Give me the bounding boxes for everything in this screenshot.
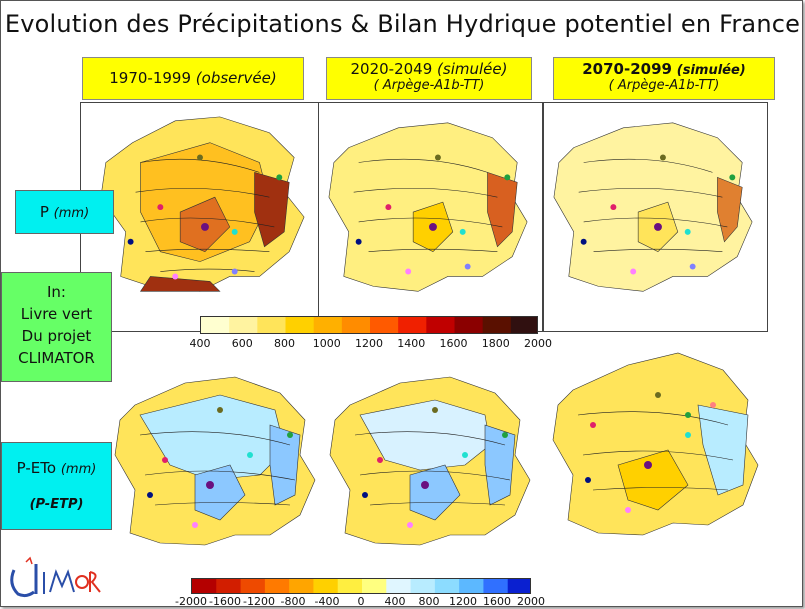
colorbar-balance: -2000 -1600 -1200 -800 -400 0 400 800 1200 1600 20…	[175, 578, 545, 608]
colorbar-swatch	[510, 317, 537, 333]
colorbar-swatch	[289, 579, 314, 593]
header-model: ( Arpège-A1b-TT)	[373, 78, 485, 93]
colorbar-swatch	[285, 317, 315, 333]
colorbar-swatch	[341, 317, 371, 333]
header-note: (simulée)	[437, 60, 508, 78]
map-precip-2070-2099	[543, 102, 768, 332]
france-balance-map	[552, 352, 759, 536]
colorbar-tick-label: 1000	[312, 337, 341, 350]
colorbar-swatch	[398, 317, 427, 333]
row-sublabel: (P-ETP)	[29, 497, 84, 512]
source-box: In: Livre vert Du projet CLIMATOR	[1, 272, 112, 382]
colorbar-gradient	[191, 578, 531, 594]
colorbar-tick-label: 1800	[481, 337, 510, 350]
header-period-2020: 2020-2049 (simulée) ( Arpège-A1b-TT)	[326, 57, 532, 100]
colorbar-tick-label: -2000	[175, 595, 207, 608]
france-precip-map	[100, 116, 305, 292]
france-precip-map	[553, 122, 753, 292]
colorbar-gradient	[200, 316, 538, 334]
row-unit: (mm)	[53, 206, 90, 221]
header-note: (observée)	[195, 69, 277, 87]
header-model: ( Arpège-A1b-TT)	[608, 78, 720, 93]
header-period-2070: 2070-2099 (simulée) ( Arpège-A1b-TT)	[553, 57, 775, 100]
colorbar-swatch	[192, 579, 217, 593]
row-label: P	[39, 203, 49, 221]
colorbar-swatch	[337, 579, 363, 593]
colorbar-swatch	[229, 317, 258, 333]
source-line: CLIMATOR	[18, 349, 95, 367]
row-label-precip: P (mm)	[15, 190, 114, 234]
climator-logo	[6, 556, 102, 602]
colorbar-swatch	[201, 317, 230, 333]
map-balance-1970-1999	[110, 365, 320, 547]
map-precip-1970-1999	[80, 102, 320, 332]
source-line: Livre vert	[20, 305, 93, 323]
colorbar-swatch	[426, 317, 455, 333]
colorbar-tick-label: 600	[231, 337, 253, 350]
colorbar-tick-label: 1200	[449, 595, 477, 608]
colorbar-swatch	[313, 317, 343, 333]
colorbar-tick-label: -400	[314, 595, 340, 608]
colorbar-swatch	[459, 579, 484, 593]
colorbar-tick-label: -1600	[209, 595, 241, 608]
colorbar-tick-label: 800	[274, 337, 295, 350]
france-balance-map	[329, 376, 531, 546]
colorbar-tick-label: 800	[418, 595, 440, 608]
colorbar-tick-label: -800	[280, 595, 306, 608]
header-period: 1970-1999	[109, 69, 192, 87]
colorbar-swatch	[410, 579, 436, 593]
colorbar-tick-label: 2000	[524, 337, 552, 350]
colorbar-swatch	[483, 579, 509, 593]
map-balance-2070-2099	[548, 345, 766, 540]
colorbar-tick-label: 0	[357, 595, 365, 608]
colorbar-swatch	[482, 317, 512, 333]
colorbar-swatch	[240, 579, 266, 593]
row-unit: (mm)	[60, 462, 97, 477]
colorbar-tick-label: 400	[189, 337, 211, 350]
colorbar-precip: 400 600 800 1000 1200 1400 1600 1800 2000	[190, 316, 552, 356]
colorbar-swatch	[386, 579, 412, 593]
colorbar-tick-label: 1600	[439, 337, 468, 350]
header-period-observed: 1970-1999 (observée)	[82, 57, 304, 100]
colorbar-tick-label: 1400	[397, 337, 426, 350]
row-label: P-ETo	[16, 459, 57, 477]
france-balance-map	[114, 376, 316, 546]
colorbar-tick-label: 1600	[483, 595, 511, 608]
colorbar-swatch	[264, 579, 290, 593]
colorbar-swatch	[216, 579, 242, 593]
colorbar-swatch	[454, 317, 484, 333]
colorbar-tick-label: 1200	[355, 337, 383, 350]
colorbar-swatch	[362, 579, 387, 593]
header-note: (simulée)	[676, 63, 746, 78]
france-precip-map	[328, 122, 528, 292]
colorbar-tick-label: 2000	[517, 595, 545, 608]
colorbar-swatch	[370, 317, 399, 333]
page-title: Evolution des Précipitations & Bilan Hyd…	[4, 10, 801, 38]
header-period: 2020-2049	[350, 60, 433, 78]
colorbar-tick-label: -1200	[243, 595, 275, 608]
colorbar-swatch	[507, 579, 530, 593]
header-period: 2070-2099	[582, 60, 672, 78]
source-line: Du projet	[21, 327, 92, 345]
source-line: In:	[47, 283, 66, 301]
colorbar-swatch	[434, 579, 460, 593]
colorbar-swatch	[313, 579, 339, 593]
map-balance-2020-2049	[325, 365, 535, 547]
colorbar-tick-label: 400	[384, 595, 406, 608]
map-precip-2020-2049	[318, 102, 543, 332]
row-label-balance: P-ETo (mm) (P-ETP)	[1, 442, 112, 530]
colorbar-swatch	[257, 317, 286, 333]
